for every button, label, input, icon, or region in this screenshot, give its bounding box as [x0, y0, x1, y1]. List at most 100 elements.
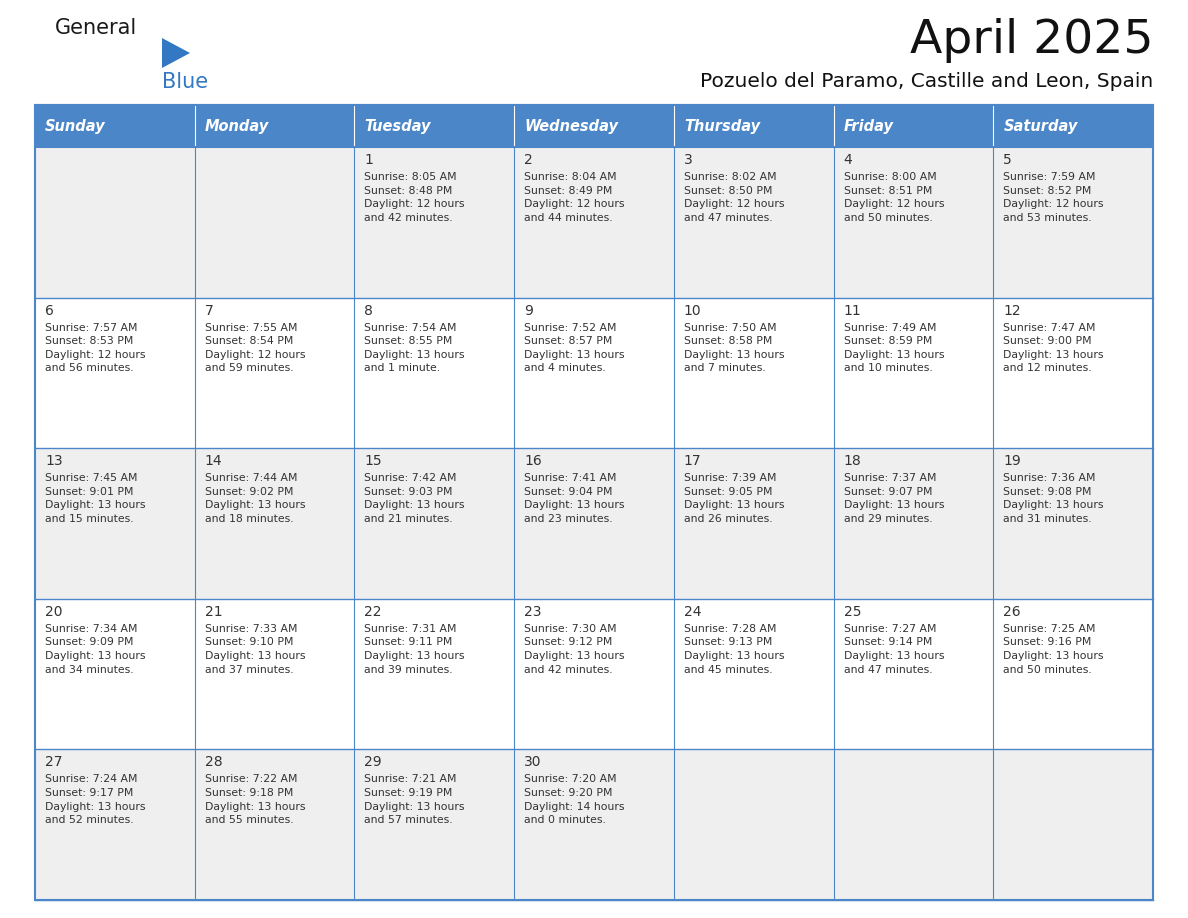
Text: Sunrise: 7:49 AM
Sunset: 8:59 PM
Daylight: 13 hours
and 10 minutes.: Sunrise: 7:49 AM Sunset: 8:59 PM Dayligh…: [843, 322, 944, 374]
Text: Sunrise: 7:27 AM
Sunset: 9:14 PM
Daylight: 13 hours
and 47 minutes.: Sunrise: 7:27 AM Sunset: 9:14 PM Dayligh…: [843, 624, 944, 675]
Text: Sunrise: 7:33 AM
Sunset: 9:10 PM
Daylight: 13 hours
and 37 minutes.: Sunrise: 7:33 AM Sunset: 9:10 PM Dayligh…: [204, 624, 305, 675]
Text: Sunrise: 7:36 AM
Sunset: 9:08 PM
Daylight: 13 hours
and 31 minutes.: Sunrise: 7:36 AM Sunset: 9:08 PM Dayligh…: [1004, 473, 1104, 524]
Text: 7: 7: [204, 304, 214, 318]
Bar: [354, 749, 514, 900]
Text: Sunrise: 7:54 AM
Sunset: 8:55 PM
Daylight: 13 hours
and 1 minute.: Sunrise: 7:54 AM Sunset: 8:55 PM Dayligh…: [365, 322, 465, 374]
Text: Sunrise: 7:45 AM
Sunset: 9:01 PM
Daylight: 13 hours
and 15 minutes.: Sunrise: 7:45 AM Sunset: 9:01 PM Dayligh…: [45, 473, 145, 524]
Text: Sunday: Sunday: [45, 118, 106, 133]
Bar: [195, 448, 354, 599]
Text: Sunrise: 8:05 AM
Sunset: 8:48 PM
Daylight: 12 hours
and 42 minutes.: Sunrise: 8:05 AM Sunset: 8:48 PM Dayligh…: [365, 172, 465, 223]
Text: 13: 13: [45, 454, 63, 468]
Bar: [34, 105, 1154, 900]
Text: 12: 12: [1004, 304, 1020, 318]
Bar: [993, 147, 1154, 297]
Text: 15: 15: [365, 454, 383, 468]
Text: Wednesday: Wednesday: [524, 118, 618, 133]
Bar: [514, 147, 674, 297]
Bar: [354, 105, 514, 147]
Text: 2: 2: [524, 153, 533, 167]
Bar: [674, 297, 834, 448]
Text: Blue: Blue: [162, 72, 208, 92]
Bar: [993, 749, 1154, 900]
Bar: [514, 105, 674, 147]
Bar: [834, 105, 993, 147]
Text: Sunrise: 7:25 AM
Sunset: 9:16 PM
Daylight: 13 hours
and 50 minutes.: Sunrise: 7:25 AM Sunset: 9:16 PM Dayligh…: [1004, 624, 1104, 675]
Text: 29: 29: [365, 756, 383, 769]
Text: Monday: Monday: [204, 118, 268, 133]
Bar: [674, 147, 834, 297]
Text: Sunrise: 7:39 AM
Sunset: 9:05 PM
Daylight: 13 hours
and 26 minutes.: Sunrise: 7:39 AM Sunset: 9:05 PM Dayligh…: [684, 473, 784, 524]
Bar: [993, 599, 1154, 749]
Text: 21: 21: [204, 605, 222, 619]
Bar: [354, 147, 514, 297]
Bar: [34, 599, 195, 749]
Text: Sunrise: 7:28 AM
Sunset: 9:13 PM
Daylight: 13 hours
and 45 minutes.: Sunrise: 7:28 AM Sunset: 9:13 PM Dayligh…: [684, 624, 784, 675]
Bar: [993, 297, 1154, 448]
Bar: [674, 749, 834, 900]
Bar: [34, 297, 195, 448]
Text: Sunrise: 7:55 AM
Sunset: 8:54 PM
Daylight: 12 hours
and 59 minutes.: Sunrise: 7:55 AM Sunset: 8:54 PM Dayligh…: [204, 322, 305, 374]
Bar: [34, 147, 195, 297]
Text: Saturday: Saturday: [1004, 118, 1078, 133]
Bar: [514, 448, 674, 599]
Text: Friday: Friday: [843, 118, 893, 133]
Text: 23: 23: [524, 605, 542, 619]
Text: 30: 30: [524, 756, 542, 769]
Bar: [834, 147, 993, 297]
Text: 10: 10: [684, 304, 701, 318]
Bar: [514, 749, 674, 900]
Bar: [834, 749, 993, 900]
Polygon shape: [162, 38, 190, 68]
Text: Sunrise: 7:50 AM
Sunset: 8:58 PM
Daylight: 13 hours
and 7 minutes.: Sunrise: 7:50 AM Sunset: 8:58 PM Dayligh…: [684, 322, 784, 374]
Text: 16: 16: [524, 454, 542, 468]
Bar: [34, 448, 195, 599]
Text: 8: 8: [365, 304, 373, 318]
Text: 22: 22: [365, 605, 381, 619]
Text: April 2025: April 2025: [910, 18, 1154, 63]
Bar: [834, 297, 993, 448]
Text: Thursday: Thursday: [684, 118, 760, 133]
Bar: [514, 599, 674, 749]
Text: Sunrise: 7:20 AM
Sunset: 9:20 PM
Daylight: 14 hours
and 0 minutes.: Sunrise: 7:20 AM Sunset: 9:20 PM Dayligh…: [524, 775, 625, 825]
Bar: [354, 448, 514, 599]
Text: Sunrise: 8:00 AM
Sunset: 8:51 PM
Daylight: 12 hours
and 50 minutes.: Sunrise: 8:00 AM Sunset: 8:51 PM Dayligh…: [843, 172, 944, 223]
Bar: [34, 105, 195, 147]
Text: 17: 17: [684, 454, 701, 468]
Text: 1: 1: [365, 153, 373, 167]
Text: 14: 14: [204, 454, 222, 468]
Text: Tuesday: Tuesday: [365, 118, 431, 133]
Text: 27: 27: [45, 756, 63, 769]
Text: Sunrise: 7:30 AM
Sunset: 9:12 PM
Daylight: 13 hours
and 42 minutes.: Sunrise: 7:30 AM Sunset: 9:12 PM Dayligh…: [524, 624, 625, 675]
Text: Sunrise: 7:22 AM
Sunset: 9:18 PM
Daylight: 13 hours
and 55 minutes.: Sunrise: 7:22 AM Sunset: 9:18 PM Dayligh…: [204, 775, 305, 825]
Text: General: General: [55, 18, 138, 38]
Text: 24: 24: [684, 605, 701, 619]
Bar: [674, 448, 834, 599]
Text: 25: 25: [843, 605, 861, 619]
Text: Sunrise: 8:02 AM
Sunset: 8:50 PM
Daylight: 12 hours
and 47 minutes.: Sunrise: 8:02 AM Sunset: 8:50 PM Dayligh…: [684, 172, 784, 223]
Bar: [195, 147, 354, 297]
Bar: [195, 297, 354, 448]
Bar: [354, 599, 514, 749]
Bar: [993, 448, 1154, 599]
Text: 9: 9: [524, 304, 533, 318]
Bar: [354, 297, 514, 448]
Text: 3: 3: [684, 153, 693, 167]
Text: 4: 4: [843, 153, 852, 167]
Bar: [514, 297, 674, 448]
Text: Sunrise: 7:59 AM
Sunset: 8:52 PM
Daylight: 12 hours
and 53 minutes.: Sunrise: 7:59 AM Sunset: 8:52 PM Dayligh…: [1004, 172, 1104, 223]
Bar: [834, 448, 993, 599]
Text: 18: 18: [843, 454, 861, 468]
Bar: [195, 105, 354, 147]
Text: Sunrise: 7:24 AM
Sunset: 9:17 PM
Daylight: 13 hours
and 52 minutes.: Sunrise: 7:24 AM Sunset: 9:17 PM Dayligh…: [45, 775, 145, 825]
Text: Pozuelo del Paramo, Castille and Leon, Spain: Pozuelo del Paramo, Castille and Leon, S…: [700, 72, 1154, 91]
Text: 11: 11: [843, 304, 861, 318]
Text: 26: 26: [1004, 605, 1020, 619]
Bar: [993, 105, 1154, 147]
Text: Sunrise: 7:34 AM
Sunset: 9:09 PM
Daylight: 13 hours
and 34 minutes.: Sunrise: 7:34 AM Sunset: 9:09 PM Dayligh…: [45, 624, 145, 675]
Bar: [34, 749, 195, 900]
Bar: [674, 599, 834, 749]
Text: Sunrise: 8:04 AM
Sunset: 8:49 PM
Daylight: 12 hours
and 44 minutes.: Sunrise: 8:04 AM Sunset: 8:49 PM Dayligh…: [524, 172, 625, 223]
Text: Sunrise: 7:57 AM
Sunset: 8:53 PM
Daylight: 12 hours
and 56 minutes.: Sunrise: 7:57 AM Sunset: 8:53 PM Dayligh…: [45, 322, 145, 374]
Text: 5: 5: [1004, 153, 1012, 167]
Text: Sunrise: 7:21 AM
Sunset: 9:19 PM
Daylight: 13 hours
and 57 minutes.: Sunrise: 7:21 AM Sunset: 9:19 PM Dayligh…: [365, 775, 465, 825]
